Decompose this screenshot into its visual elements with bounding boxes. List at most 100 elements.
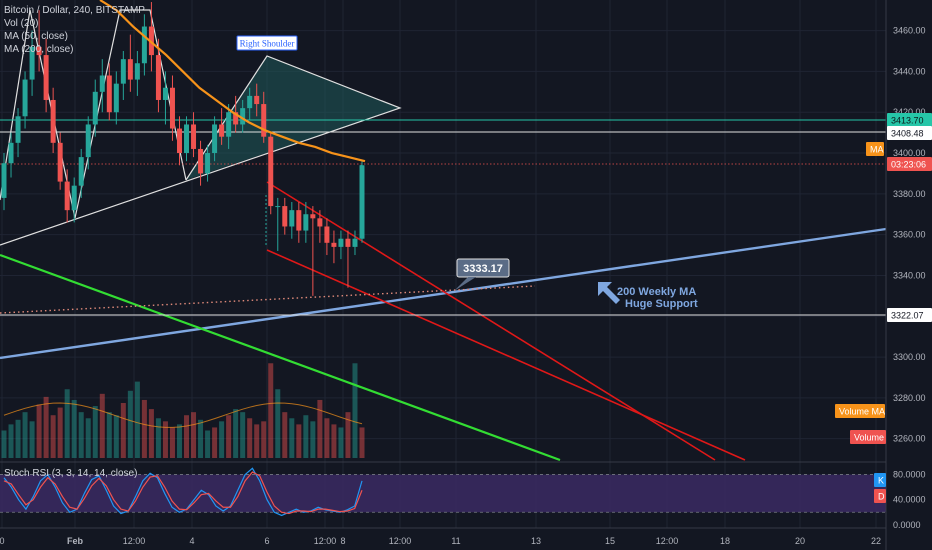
chart-legend: Bitcoin / Dollar, 240, BITSTAMP Vol (20)… — [4, 4, 145, 56]
volume-bar — [338, 427, 344, 458]
volume-bar — [120, 403, 126, 458]
tag-ma: MA — [870, 145, 884, 155]
symbol-title[interactable]: Bitcoin / Dollar, 240, BITSTAMP — [4, 5, 145, 16]
x-tick-label: 11 — [451, 536, 460, 546]
indicator-ma50[interactable]: MA (50, close) — [4, 31, 68, 42]
volume-bar — [275, 389, 281, 458]
x-tick-label: 4 — [189, 536, 194, 546]
candle-body — [29, 46, 35, 80]
volume-bar — [64, 389, 70, 458]
volume-bar — [247, 418, 253, 458]
indicator-ma200[interactable]: MA (200, close) — [4, 44, 74, 55]
x-tick-label: 12:00 — [123, 536, 146, 546]
volume-bar — [127, 390, 133, 458]
volume-bar — [71, 399, 77, 458]
candle-body — [106, 75, 112, 113]
indicator-volume[interactable]: Vol (20) — [4, 18, 39, 29]
y-tick-label: 3400.00 — [893, 148, 926, 158]
volume-bar — [43, 396, 49, 458]
candle-body — [141, 26, 147, 64]
green-trendline — [0, 253, 561, 462]
candle-body — [219, 124, 225, 137]
support-label-1: 200 Weekly MA — [617, 286, 696, 298]
tag-countdown: 03:23:06 — [891, 160, 926, 170]
candle-body — [36, 46, 42, 56]
volume-bar — [212, 427, 218, 458]
volume-bar — [226, 415, 232, 458]
candle-body — [92, 91, 98, 125]
volume-bar — [57, 407, 63, 458]
volume-bar — [169, 427, 175, 458]
candle-body — [1, 163, 7, 198]
volume-bar — [176, 424, 182, 458]
volume-bar — [134, 381, 140, 458]
candle-body — [184, 124, 190, 154]
candle-body — [212, 124, 218, 154]
volume-bar — [36, 404, 42, 458]
candle-body — [296, 210, 302, 231]
stoch-rsi-legend[interactable]: Stoch RSI (3, 3, 14, 14, close) — [4, 468, 138, 479]
tag-volume-ma-bg — [835, 404, 885, 418]
tag-rsi-d-bg — [874, 489, 886, 503]
volume-bar — [113, 415, 119, 458]
x-tick-label: 12:00 — [389, 536, 412, 546]
x-tick-label: 0 — [0, 536, 5, 546]
tag-3413: 3413.70 — [891, 116, 924, 126]
candle-body — [303, 214, 309, 231]
volume-bar — [50, 415, 56, 458]
candle-body — [43, 55, 49, 100]
x-tick-label: 12:00 — [314, 536, 337, 546]
stoch-rsi-k-line — [3, 467, 363, 517]
volume-bar — [254, 424, 260, 458]
price-callout-pointer — [454, 277, 476, 291]
price-callout-box — [456, 258, 510, 278]
volume-bar — [324, 418, 330, 458]
candle-body — [191, 124, 197, 149]
price-callout-text: 3333.17 — [463, 263, 503, 275]
x-tick-label: 18 — [720, 536, 730, 546]
candle-body — [198, 148, 204, 174]
tag-volume: Volume — [854, 433, 884, 443]
volume-bar — [8, 424, 14, 458]
candle-body — [331, 242, 337, 247]
x-tick-label: 20 — [795, 536, 805, 546]
volume-bar — [106, 412, 112, 458]
triangle-fill — [0, 56, 400, 245]
volume-bar — [205, 430, 211, 458]
arrow-icon — [598, 282, 620, 304]
y-tick-label: 3460.00 — [893, 26, 926, 36]
tag-3408: 3408.48 — [891, 129, 924, 139]
candle-body — [247, 95, 253, 109]
volume-bar — [85, 418, 91, 458]
volume-bar — [296, 424, 302, 458]
volume-bar — [261, 421, 267, 458]
volume-bar — [99, 393, 105, 458]
candle-body — [233, 112, 239, 125]
candle-body — [345, 238, 351, 247]
candle-body — [8, 142, 14, 164]
y-tick-label: 3380.00 — [893, 189, 926, 199]
stoch-rsi-band — [0, 474, 886, 513]
volume-bar — [289, 418, 295, 458]
candle-body — [268, 136, 274, 207]
candle-body — [78, 157, 84, 186]
volume-bar — [345, 412, 351, 458]
candle-body — [127, 59, 133, 80]
y-tick-label: 3440.00 — [893, 66, 926, 76]
volume-bar — [352, 363, 358, 458]
candle-body — [22, 79, 28, 117]
tag-ma-bg — [866, 142, 884, 156]
candle-body — [359, 165, 365, 239]
x-tick-label: 22 — [871, 536, 881, 546]
candle-body — [205, 153, 211, 174]
candle-body — [155, 55, 161, 100]
right-shoulder-label: Right Shoulder — [240, 39, 295, 49]
tag-3408-bg — [887, 126, 932, 140]
candle-body — [289, 210, 295, 227]
candle-body — [282, 206, 288, 227]
volume-bar — [282, 412, 288, 458]
candle-body — [176, 128, 182, 154]
tag-volume-bg — [850, 430, 886, 444]
